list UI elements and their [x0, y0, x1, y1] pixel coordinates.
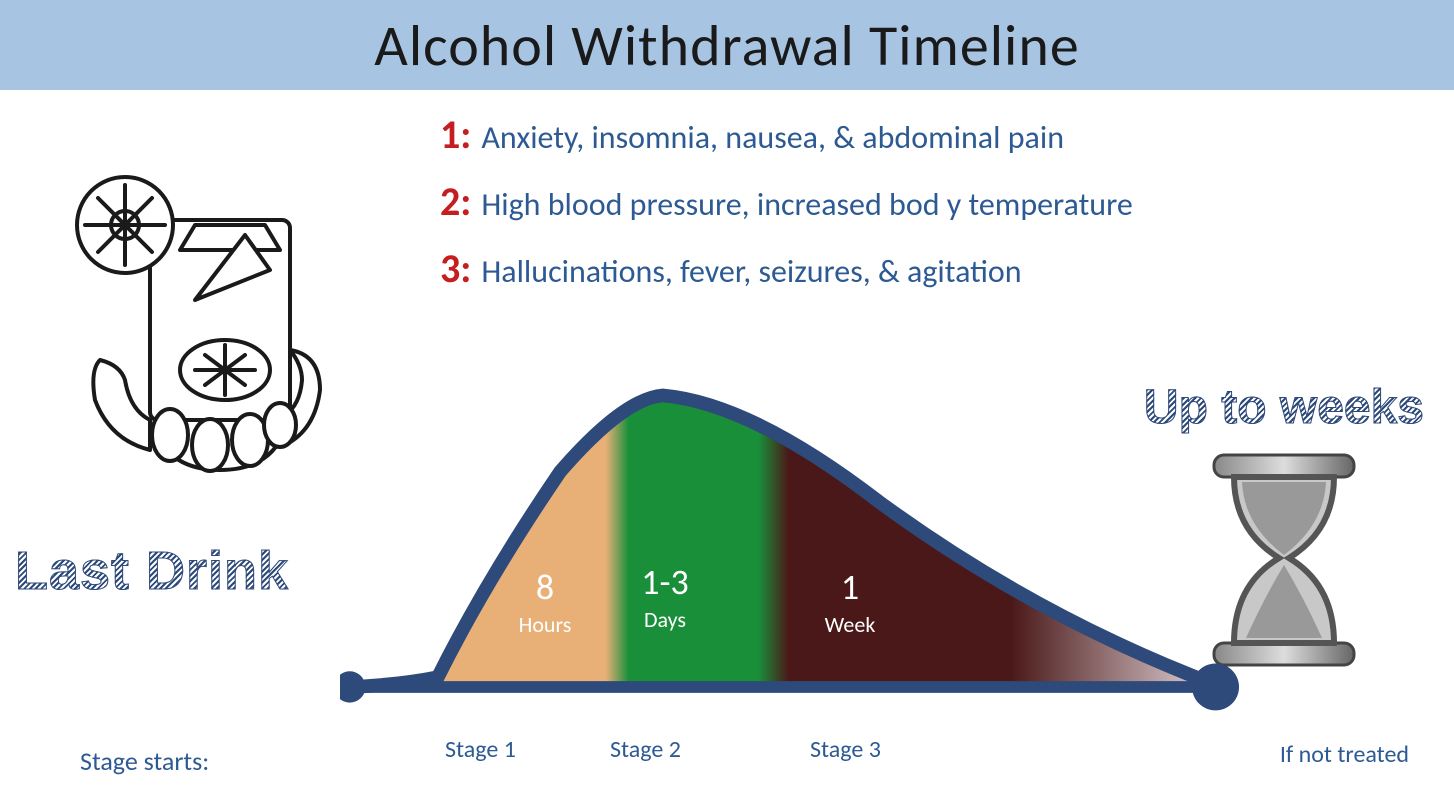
duration-value: 1-3 — [615, 560, 715, 604]
symptom-item: 2: High blood pressure, increased bod y … — [440, 177, 1133, 226]
page-title: Alcohol Withdrawal Timeline — [374, 10, 1079, 81]
chart-svg — [340, 380, 1240, 720]
stage-label: Stage 3 — [810, 735, 881, 764]
symptom-text: Hallucinations, fever, seizures, & agita… — [481, 252, 1021, 291]
if-not-treated-label: If not treated — [1280, 740, 1409, 769]
duration-value: 8 — [500, 565, 590, 609]
symptom-list: 1: Anxiety, insomnia, nausea, & abdomina… — [440, 110, 1133, 311]
stage-label: Stage 2 — [610, 735, 681, 764]
symptom-item: 1: Anxiety, insomnia, nausea, & abdomina… — [440, 110, 1133, 159]
duration-segment-2: 1-3 Days — [615, 560, 715, 633]
timeline-chart: 8 Hours 1-3 Days 1 Week — [340, 380, 1240, 720]
symptom-text: High blood pressure, increased bod y tem… — [481, 185, 1132, 224]
duration-segment-3: 1 Week — [800, 565, 900, 638]
duration-segment-1: 8 Hours — [500, 565, 590, 638]
duration-unit: Days — [615, 606, 715, 633]
title-bar: Alcohol Withdrawal Timeline — [0, 0, 1454, 90]
symptom-text: Anxiety, insomnia, nausea, & abdominal p… — [481, 118, 1064, 157]
duration-value: 1 — [800, 565, 900, 609]
start-dot — [340, 671, 365, 702]
symptom-item: 3: Hallucinations, fever, seizures, & ag… — [440, 244, 1133, 293]
stage-label: Stage 1 — [445, 735, 516, 764]
last-drink-label: Last Drink — [15, 540, 289, 602]
symptom-number: 3: — [440, 244, 471, 293]
duration-unit: Hours — [500, 611, 590, 638]
symptom-number: 1: — [440, 110, 471, 159]
symptom-number: 2: — [440, 177, 471, 226]
stage-starts-label: Stage starts: — [80, 745, 209, 777]
drink-glass-icon — [70, 170, 340, 480]
duration-unit: Week — [800, 611, 900, 638]
end-dot — [1192, 663, 1239, 710]
